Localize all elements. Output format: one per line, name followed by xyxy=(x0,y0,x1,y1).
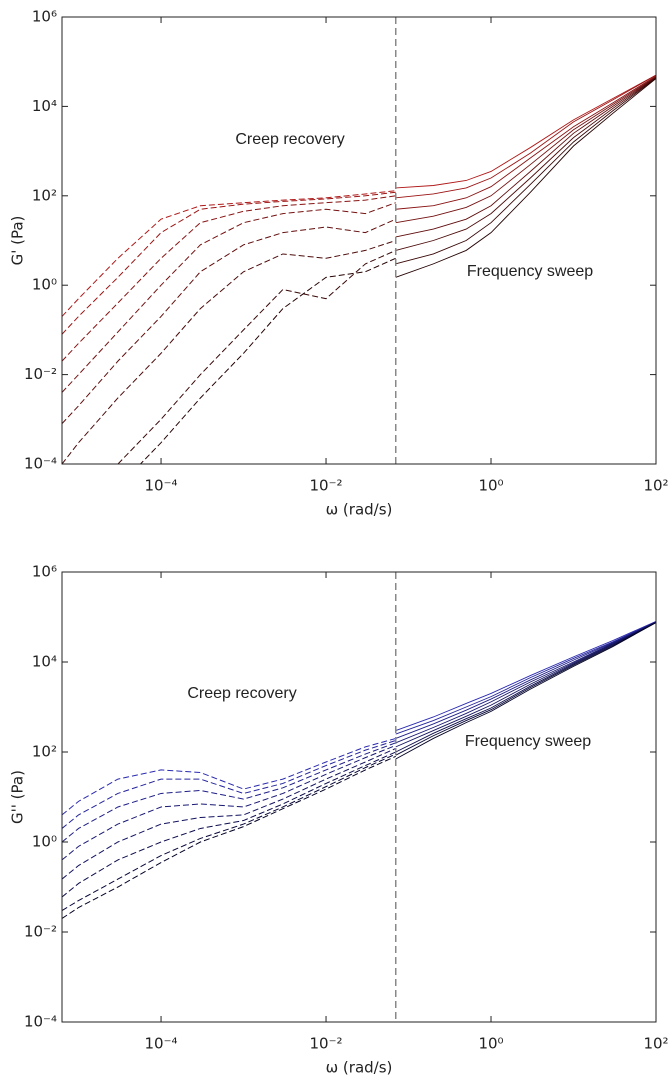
curve xyxy=(395,622,656,756)
curve xyxy=(395,76,656,238)
y-tick-label: 10⁶ xyxy=(32,563,57,581)
curve xyxy=(62,744,396,861)
curve xyxy=(395,621,656,753)
annotation: Frequency sweep xyxy=(467,263,593,280)
y-axis-label: G'' (Pa) xyxy=(9,770,27,824)
y-tick-label: 10⁻⁴ xyxy=(24,1013,57,1031)
y-tick-label: 10⁶ xyxy=(32,8,57,26)
curve xyxy=(395,78,656,278)
y-tick-label: 10⁻² xyxy=(24,365,57,383)
x-axis-label: ω (rad/s) xyxy=(326,501,393,519)
curve xyxy=(62,191,396,335)
x-tick-label: 10² xyxy=(643,477,668,495)
annotation: Creep recovery xyxy=(235,131,344,148)
x-tick-label: 10⁻² xyxy=(310,477,343,495)
y-tick-label: 10⁻⁴ xyxy=(24,455,57,473)
curve xyxy=(139,257,396,464)
curve xyxy=(62,751,396,898)
plot-area xyxy=(62,620,656,919)
curve xyxy=(395,76,656,224)
curve xyxy=(62,740,396,829)
curve xyxy=(395,620,656,731)
axes-frame xyxy=(61,571,657,1023)
x-tick-label: 10⁰ xyxy=(478,1035,503,1053)
curve xyxy=(395,74,656,199)
curve xyxy=(62,742,396,843)
axes-frame xyxy=(61,16,657,465)
curve xyxy=(117,249,396,464)
curve xyxy=(395,77,656,251)
y-tick-label: 10⁴ xyxy=(32,97,57,115)
x-tick-label: 10⁰ xyxy=(478,477,503,495)
curve xyxy=(62,202,396,393)
curve xyxy=(395,75,656,210)
y-tick-label: 10⁰ xyxy=(32,833,57,851)
curve xyxy=(395,622,656,760)
y-tick-label: 10⁻² xyxy=(24,923,57,941)
x-tick-label: 10² xyxy=(643,1035,668,1053)
annotation: Creep recovery xyxy=(187,685,296,702)
curve xyxy=(62,190,396,317)
x-axis-label: ω (rad/s) xyxy=(326,1059,393,1077)
y-tick-label: 10² xyxy=(32,186,57,204)
curve xyxy=(395,77,656,265)
curve xyxy=(395,621,656,739)
annotation: Frequency sweep xyxy=(465,733,591,750)
curve xyxy=(395,621,656,748)
y-axis-label: G' (Pa) xyxy=(9,216,27,266)
curve xyxy=(62,240,396,464)
curve xyxy=(62,753,396,911)
curve xyxy=(395,621,656,735)
curve xyxy=(62,218,396,424)
curve xyxy=(62,755,396,919)
y-tick-label: 10⁴ xyxy=(32,653,57,671)
curve xyxy=(62,747,396,880)
y-tick-label: 10⁰ xyxy=(32,276,57,294)
curve xyxy=(62,737,396,816)
curve xyxy=(395,74,656,189)
y-tick-label: 10² xyxy=(32,743,57,761)
x-tick-label: 10⁻² xyxy=(310,1035,343,1053)
x-tick-label: 10⁻⁴ xyxy=(145,1035,178,1053)
curve xyxy=(395,621,656,744)
curve xyxy=(62,195,396,362)
plot-area xyxy=(62,74,656,464)
x-tick-label: 10⁻⁴ xyxy=(145,477,178,495)
